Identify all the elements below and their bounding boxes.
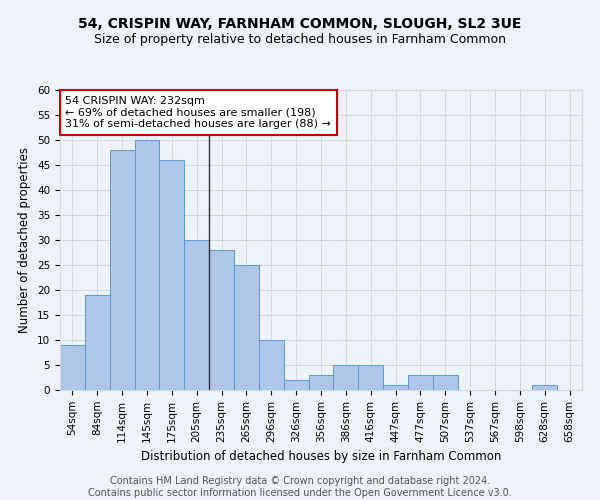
Bar xyxy=(60,345,85,390)
Bar xyxy=(134,140,160,390)
Bar xyxy=(532,385,557,390)
Bar xyxy=(358,365,383,390)
Text: 54 CRISPIN WAY: 232sqm
← 69% of detached houses are smaller (198)
31% of semi-de: 54 CRISPIN WAY: 232sqm ← 69% of detached… xyxy=(65,96,331,129)
Text: Size of property relative to detached houses in Farnham Common: Size of property relative to detached ho… xyxy=(94,32,506,46)
Text: Contains HM Land Registry data © Crown copyright and database right 2024.
Contai: Contains HM Land Registry data © Crown c… xyxy=(88,476,512,498)
X-axis label: Distribution of detached houses by size in Farnham Common: Distribution of detached houses by size … xyxy=(141,450,501,463)
Y-axis label: Number of detached properties: Number of detached properties xyxy=(19,147,31,333)
Bar xyxy=(433,375,458,390)
Bar xyxy=(160,160,184,390)
Bar xyxy=(110,150,134,390)
Bar xyxy=(259,340,284,390)
Bar xyxy=(234,265,259,390)
Bar xyxy=(334,365,358,390)
Bar xyxy=(408,375,433,390)
Bar xyxy=(85,295,110,390)
Bar xyxy=(184,240,209,390)
Bar xyxy=(284,380,308,390)
Text: 54, CRISPIN WAY, FARNHAM COMMON, SLOUGH, SL2 3UE: 54, CRISPIN WAY, FARNHAM COMMON, SLOUGH,… xyxy=(79,18,521,32)
Bar xyxy=(209,250,234,390)
Bar xyxy=(308,375,334,390)
Bar xyxy=(383,385,408,390)
